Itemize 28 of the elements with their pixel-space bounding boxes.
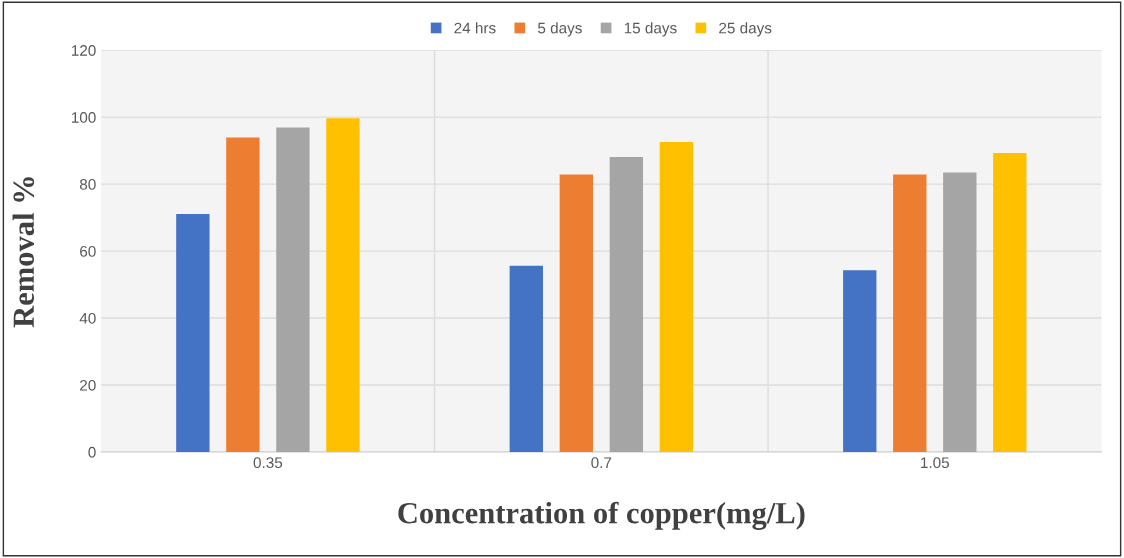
bar <box>176 213 210 452</box>
legend-label: 24 hrs <box>454 22 496 34</box>
x-axis-title: Concentration of copper(mg/L) <box>398 501 805 530</box>
legend-label: 5 days <box>538 22 582 37</box>
bar <box>226 137 260 452</box>
bar <box>659 141 694 452</box>
x-tick-label: 0.7 <box>591 457 612 469</box>
bar <box>943 172 977 452</box>
bar <box>509 265 543 452</box>
x-tick-label: 0.35 <box>253 457 283 469</box>
y-tick-label: 120 <box>71 45 96 56</box>
bar <box>326 118 360 452</box>
x-tick-label: 1.05 <box>921 457 950 469</box>
y-axis-title: Removal % <box>12 177 35 328</box>
y-tick-label: 100 <box>71 112 96 123</box>
legend-label: 15 days <box>624 22 677 37</box>
y-tick-label: 80 <box>79 179 96 190</box>
bar <box>993 153 1027 452</box>
bar <box>893 174 927 452</box>
bar <box>609 157 644 452</box>
legend-label: 25 days <box>719 22 772 37</box>
y-tick-label: 40 <box>79 312 96 324</box>
y-tick-label: 60 <box>80 245 96 257</box>
bar <box>843 270 877 452</box>
y-tick-label: 0 <box>88 446 96 458</box>
bar <box>559 174 593 452</box>
bar <box>276 127 310 452</box>
y-tick-label: 20 <box>80 379 96 391</box>
